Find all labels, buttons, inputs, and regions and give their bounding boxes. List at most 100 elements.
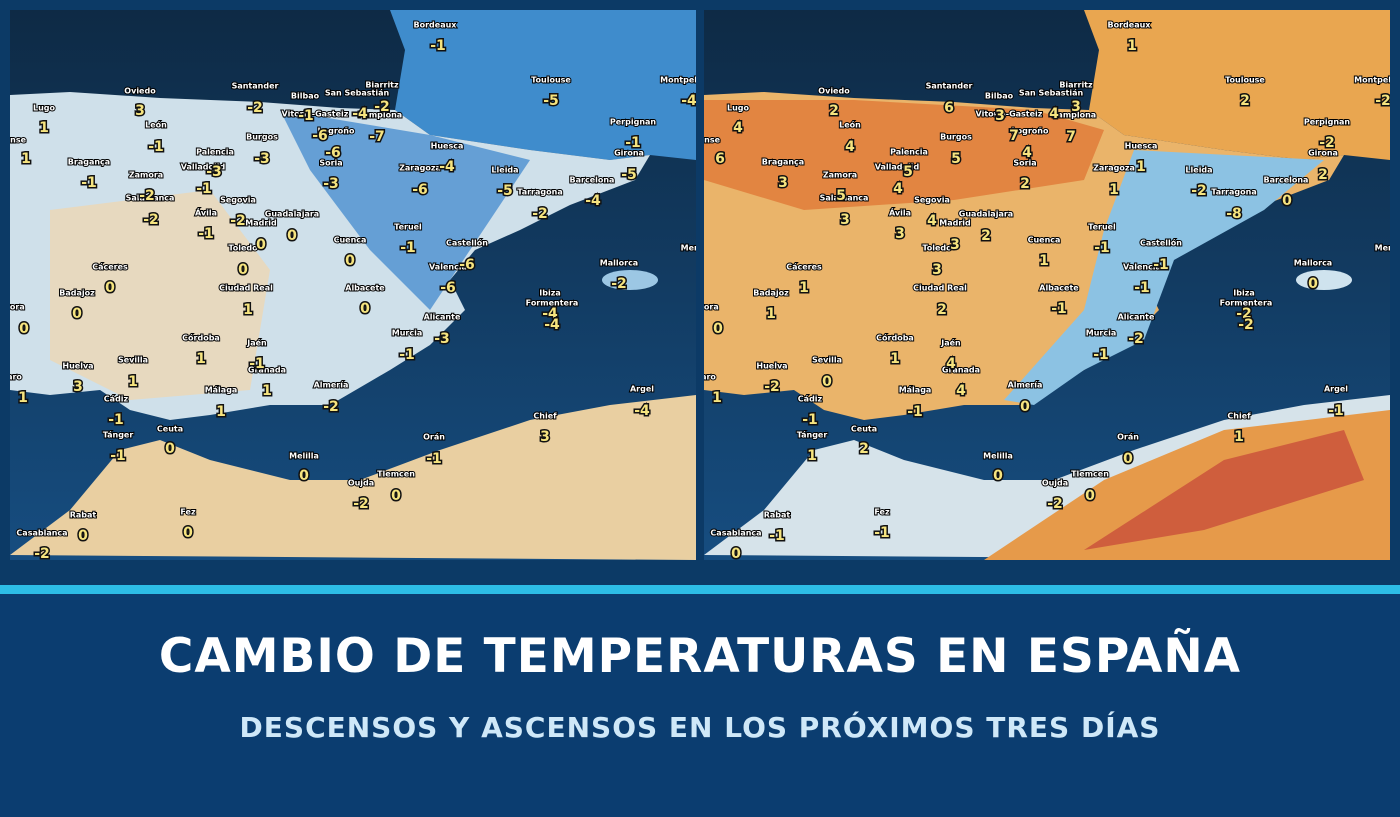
city-label: Orán: [423, 433, 445, 442]
temperature-change: 2: [1318, 167, 1328, 183]
city-label: Palencia: [196, 148, 234, 157]
city-label: Ceuta: [157, 425, 183, 434]
temperature-change: 1: [890, 351, 900, 367]
city-label: Cuenca: [334, 236, 367, 245]
temperature-change: -2: [1236, 306, 1252, 322]
temperature-change: 0: [1085, 488, 1095, 504]
city-label: Albacete: [345, 284, 385, 293]
temperature-change: -6: [312, 128, 328, 144]
temperature-change: -1: [298, 108, 314, 124]
temperature-change: 1: [1109, 182, 1119, 198]
temperature-change: -1: [426, 451, 442, 467]
temperature-change: 3: [840, 212, 850, 228]
temperature-change: 0: [713, 321, 723, 337]
temperature-change: -1: [769, 528, 785, 544]
city-label: Vitoria-Gasteiz: [976, 110, 1043, 119]
temperature-change: -2: [1047, 496, 1063, 512]
temperature-change: -1: [625, 135, 641, 151]
city-label: Málaga: [899, 386, 932, 395]
temperature-change: 3: [995, 108, 1005, 124]
city-label: Vitoria-Gasteiz: [282, 110, 349, 119]
temperature-change: -1: [1134, 280, 1150, 296]
temperature-change: -1: [1051, 301, 1067, 317]
temperature-change: -1: [110, 448, 126, 464]
temperature-change: -6: [325, 145, 341, 161]
city-label: Argel: [1324, 385, 1348, 394]
city-label: Tánger: [103, 431, 134, 440]
city-label: Évora: [693, 301, 719, 312]
temperature-change: 0: [1308, 276, 1318, 292]
city-label: Huesca: [1125, 142, 1158, 151]
temperature-change: -2: [139, 188, 155, 204]
temperature-change: -6: [459, 257, 475, 273]
city-label: Burgos: [246, 133, 278, 142]
city-label: Bordeaux: [1108, 21, 1152, 30]
city-label: Tlemcen: [377, 470, 415, 479]
city-label: Cáceres: [92, 263, 128, 272]
temperature-change: 0: [105, 280, 115, 296]
temperature-change: 2: [981, 228, 991, 244]
city-label: Girona: [614, 149, 644, 158]
temperature-change: -1: [108, 412, 124, 428]
temperature-change: -4: [352, 106, 368, 122]
city-label: Cáceres: [786, 263, 822, 272]
temperature-change: 0: [1123, 451, 1133, 467]
temperature-change: 3: [1071, 99, 1081, 115]
temperature-change: 6: [715, 151, 725, 167]
temperature-change: 4: [1049, 106, 1059, 122]
city-label: Pamplona: [358, 111, 402, 120]
city-label: Zamora: [823, 171, 857, 180]
temperature-change: -1: [874, 525, 890, 541]
city-label: Perpignan: [1304, 118, 1351, 127]
city-label: Barcelona: [570, 176, 615, 185]
city-label: Valencia: [429, 263, 467, 272]
temperature-change: 0: [345, 253, 355, 269]
temperature-change: 1: [262, 383, 272, 399]
temperature-change: 0: [287, 228, 297, 244]
city-label: Bragança: [68, 158, 110, 167]
temperature-change: 0: [78, 528, 88, 544]
temperature-change: 1: [1127, 38, 1137, 54]
temperature-change: 4: [1022, 145, 1032, 161]
temperature-change: -4: [544, 317, 560, 333]
city-label: Albacete: [1039, 284, 1079, 293]
temperature-change: 0: [1020, 399, 1030, 415]
temperature-change: -2: [1128, 331, 1144, 347]
temperature-change: 2: [859, 441, 869, 457]
city-label: Badajoz: [753, 289, 789, 298]
city-label: Tarragona: [1211, 188, 1256, 197]
city-label: Soria: [319, 159, 342, 168]
temperature-change: -1: [1093, 347, 1109, 363]
temperature-change: -1: [1153, 257, 1169, 273]
temperature-change: 4: [845, 139, 855, 155]
city-label: Oviedo: [818, 87, 850, 96]
city-label: Chief: [1227, 412, 1251, 421]
city-label: Granada: [248, 366, 286, 375]
city-label: Pamplona: [1052, 111, 1096, 120]
city-label: Valladolid: [181, 163, 226, 172]
city-label: Zamora: [129, 171, 163, 180]
temperature-change: -2: [1375, 93, 1391, 109]
city-label: Casablanca: [710, 529, 761, 538]
city-label: Tarragona: [517, 188, 562, 197]
city-label: Soria: [1013, 159, 1036, 168]
temperature-change: -1: [802, 412, 818, 428]
city-label: Alicante: [1118, 313, 1155, 322]
temperature-change: 0: [299, 468, 309, 484]
temperature-change: 3: [932, 262, 942, 278]
city-label: Girona: [1308, 149, 1338, 158]
city-label: Jaén: [940, 338, 961, 348]
temperature-change: -2: [143, 212, 159, 228]
city-label: Argel: [630, 385, 654, 394]
city-label: Castellón: [1140, 238, 1182, 248]
temperature-change: -2: [611, 276, 627, 292]
map-descensos: Bordeaux Oviedo Santander Bilbao San Sebasti…: [10, 10, 696, 562]
temperature-change: 0: [1282, 193, 1292, 209]
temperature-change: -2: [323, 399, 339, 415]
temperature-change: 5: [836, 188, 846, 204]
city-label: Mallorca: [600, 259, 638, 268]
city-label: León: [145, 120, 167, 130]
temperature-change: 1: [21, 151, 31, 167]
temperature-change: -2: [34, 546, 50, 562]
city-label: Alicante: [424, 313, 461, 322]
